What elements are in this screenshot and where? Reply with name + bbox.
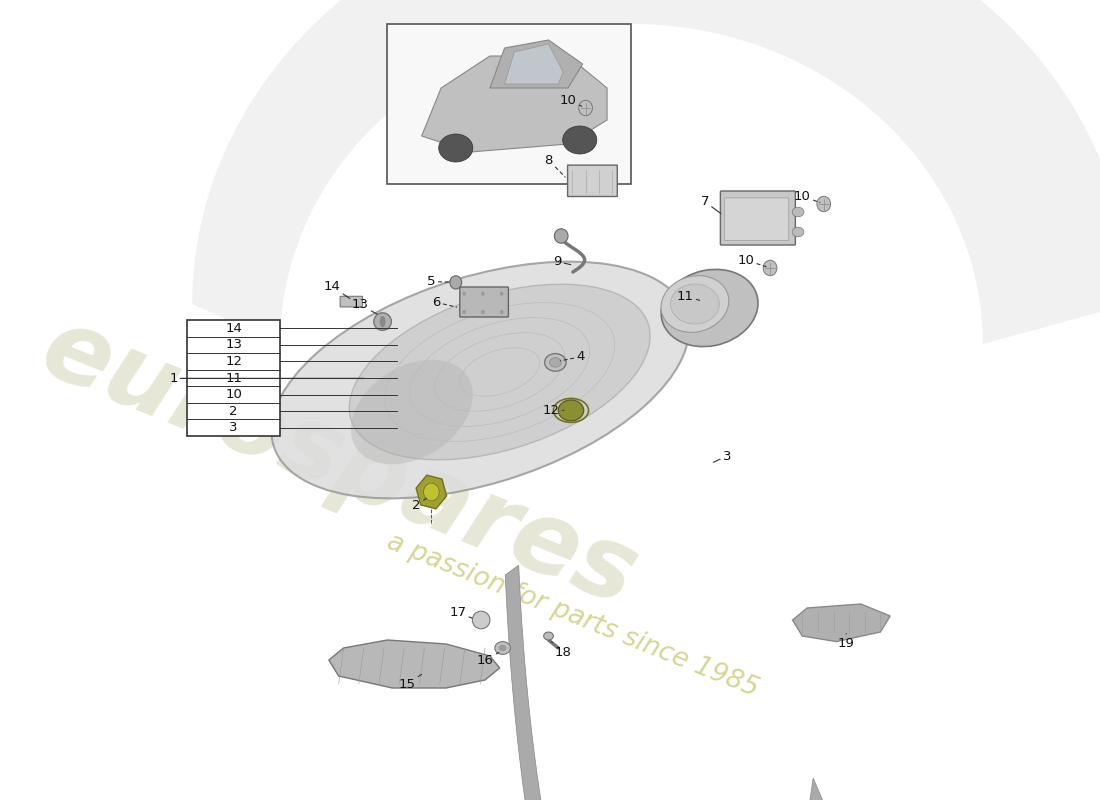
Text: a passion for parts since 1985: a passion for parts since 1985	[384, 530, 762, 702]
Ellipse shape	[272, 262, 689, 498]
Text: 14: 14	[323, 280, 350, 298]
Text: 5: 5	[427, 275, 452, 288]
Ellipse shape	[661, 276, 729, 332]
Text: 12: 12	[226, 355, 242, 368]
Circle shape	[481, 310, 485, 314]
Polygon shape	[505, 44, 563, 84]
Text: eurospares: eurospares	[28, 301, 650, 627]
Text: 18: 18	[551, 642, 572, 658]
Text: 9: 9	[553, 255, 571, 268]
Text: 2: 2	[412, 497, 428, 512]
Text: 6: 6	[432, 296, 456, 309]
Ellipse shape	[563, 126, 597, 154]
Text: 8: 8	[544, 154, 565, 177]
FancyBboxPatch shape	[187, 320, 280, 436]
Ellipse shape	[554, 229, 568, 243]
Text: 15: 15	[398, 674, 421, 690]
Ellipse shape	[472, 611, 490, 629]
Text: 1: 1	[169, 372, 364, 385]
Ellipse shape	[495, 642, 510, 654]
Ellipse shape	[792, 207, 804, 217]
Text: 11: 11	[676, 290, 703, 302]
FancyBboxPatch shape	[725, 198, 789, 241]
Polygon shape	[490, 40, 583, 88]
Circle shape	[481, 292, 485, 296]
Circle shape	[499, 310, 504, 314]
Ellipse shape	[550, 358, 561, 367]
FancyBboxPatch shape	[460, 287, 508, 317]
Text: 11: 11	[226, 371, 242, 385]
Polygon shape	[505, 566, 825, 800]
Circle shape	[424, 483, 439, 501]
Ellipse shape	[351, 360, 473, 464]
Text: 10: 10	[560, 94, 582, 106]
Text: 14: 14	[226, 322, 242, 334]
FancyBboxPatch shape	[568, 165, 617, 197]
Circle shape	[462, 292, 466, 296]
FancyBboxPatch shape	[387, 24, 631, 184]
Text: 3: 3	[230, 422, 238, 434]
Text: 10: 10	[226, 388, 242, 401]
Text: 3: 3	[713, 450, 732, 462]
Text: 16: 16	[476, 652, 499, 666]
FancyBboxPatch shape	[340, 296, 363, 307]
Circle shape	[579, 100, 593, 116]
Ellipse shape	[543, 632, 553, 640]
Text: 12: 12	[543, 404, 564, 417]
Text: 7: 7	[701, 195, 721, 214]
Polygon shape	[192, 0, 1100, 344]
Ellipse shape	[544, 354, 566, 371]
Circle shape	[462, 310, 466, 314]
Circle shape	[450, 276, 462, 289]
Polygon shape	[329, 640, 499, 688]
Ellipse shape	[559, 400, 584, 421]
Ellipse shape	[792, 227, 804, 237]
Circle shape	[817, 196, 830, 212]
Polygon shape	[792, 604, 890, 642]
Text: 10: 10	[794, 190, 820, 202]
FancyBboxPatch shape	[720, 191, 795, 245]
Text: 4: 4	[560, 350, 585, 363]
Ellipse shape	[661, 270, 758, 346]
Text: 10: 10	[737, 254, 766, 266]
Ellipse shape	[350, 284, 650, 460]
Circle shape	[763, 260, 777, 276]
Circle shape	[499, 292, 504, 296]
Polygon shape	[421, 56, 607, 152]
Ellipse shape	[498, 645, 506, 651]
Ellipse shape	[439, 134, 473, 162]
Ellipse shape	[379, 316, 385, 327]
Text: 2: 2	[230, 405, 238, 418]
Text: 13: 13	[352, 298, 377, 314]
Ellipse shape	[374, 313, 392, 330]
Text: 13: 13	[226, 338, 242, 351]
Text: 19: 19	[838, 634, 855, 650]
Text: 17: 17	[449, 606, 473, 619]
Ellipse shape	[671, 284, 719, 324]
